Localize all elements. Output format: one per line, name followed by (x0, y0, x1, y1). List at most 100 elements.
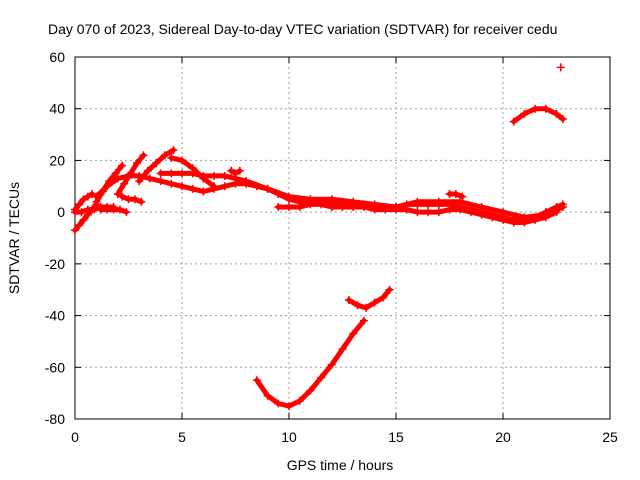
data-point (75, 221, 84, 230)
data-point (295, 202, 304, 211)
y-tick-label: -20 (45, 256, 65, 272)
data-point (199, 187, 208, 196)
data-point (167, 169, 176, 178)
series-early-diagonal-3 (92, 161, 127, 206)
data-point (317, 200, 326, 209)
data-point (231, 169, 240, 178)
y-tick-label: 40 (49, 101, 65, 117)
data-point (92, 197, 101, 206)
data-point (178, 182, 186, 191)
data-point (285, 202, 293, 211)
data-point (349, 202, 358, 211)
y-tick-label: -40 (45, 308, 65, 324)
series-small-arc (344, 285, 394, 312)
data-point (130, 195, 139, 204)
data-point (424, 208, 433, 217)
data-point (381, 205, 390, 214)
data-point (531, 215, 540, 224)
series-deep-curve (252, 316, 368, 411)
series-lower-band (274, 200, 561, 227)
data-point (520, 109, 529, 118)
series-early-diagonal-5 (135, 146, 178, 186)
data-point (98, 187, 107, 196)
data-point (327, 360, 336, 369)
data-point (306, 200, 315, 209)
data-point (156, 177, 165, 186)
data-point (338, 345, 347, 354)
x-tick-label: 10 (281, 429, 297, 445)
series-early-diagonal-2 (71, 190, 97, 214)
data-point (359, 202, 368, 211)
plot-frame (74, 56, 611, 420)
x-axis-label: GPS time / hours (287, 457, 394, 473)
x-tick-labels: 0 5 10 15 20 25 (71, 429, 618, 445)
data-point (413, 197, 422, 206)
series-upper-band (156, 169, 567, 222)
x-tick-label: 20 (495, 429, 511, 445)
data-point (152, 159, 161, 168)
data-point (79, 195, 88, 204)
data-point (263, 391, 272, 400)
data-point (434, 208, 443, 217)
series-early-low-2 (96, 205, 131, 217)
series-trace (511, 106, 566, 125)
data-point (83, 192, 92, 201)
series-bump-7h (227, 166, 244, 178)
data-point (120, 179, 129, 188)
data-point (458, 192, 467, 201)
y-axis-label: SDTVAR / TECUs (6, 182, 22, 294)
data-point (227, 166, 236, 175)
data-point (220, 171, 229, 180)
data-point (445, 205, 454, 214)
data-point (509, 117, 518, 126)
data-point (477, 202, 486, 211)
series-late-arc (509, 104, 567, 126)
data-point (451, 190, 460, 199)
data-point (531, 104, 540, 113)
data-point (77, 208, 86, 217)
data-point (210, 182, 219, 191)
data-point (137, 197, 146, 206)
data-point (167, 153, 176, 162)
data-point (167, 179, 176, 188)
data-point (413, 208, 422, 217)
data-point (178, 169, 186, 178)
data-point (143, 166, 152, 175)
data-point (252, 376, 261, 385)
data-point (541, 213, 550, 222)
data-point (285, 402, 293, 411)
data-points (71, 63, 567, 411)
data-point (113, 190, 122, 199)
data-point (75, 200, 84, 209)
series-trace (346, 287, 393, 311)
data-point (79, 215, 88, 224)
data-point (306, 386, 315, 395)
data-point (344, 296, 353, 305)
data-point (370, 205, 379, 214)
data-point (188, 184, 197, 193)
data-point (520, 218, 529, 227)
data-point (242, 177, 251, 186)
data-point (466, 208, 475, 217)
series-late-point (556, 63, 565, 72)
data-point (88, 190, 97, 199)
data-point (338, 202, 347, 211)
data-point (385, 285, 394, 294)
data-point (199, 174, 208, 183)
data-point (552, 208, 561, 217)
data-point (210, 171, 219, 180)
data-point (71, 226, 79, 235)
data-point (327, 195, 336, 204)
x-tick-label: 0 (71, 429, 79, 445)
data-point (220, 182, 229, 191)
data-point (509, 218, 518, 227)
data-point (118, 161, 127, 170)
series-bump-17h (445, 190, 467, 201)
y-tick-labels: -80 -60 -40 -20 0 20 40 60 (45, 49, 65, 427)
data-point (317, 373, 326, 382)
data-point (552, 109, 561, 118)
data-point (139, 151, 148, 160)
data-point (126, 169, 135, 178)
data-point (113, 174, 122, 183)
x-tick-label: 5 (178, 429, 186, 445)
